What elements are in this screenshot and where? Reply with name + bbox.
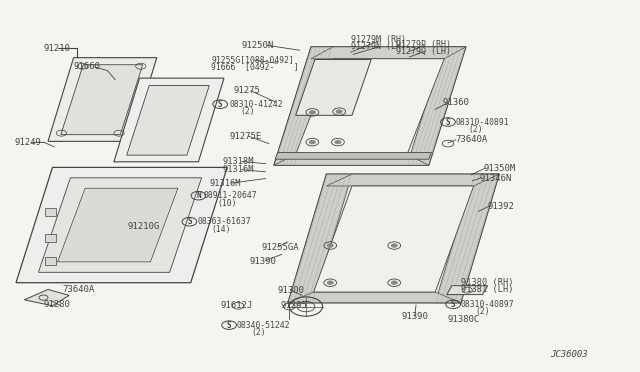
Polygon shape bbox=[288, 292, 461, 303]
Text: (2): (2) bbox=[468, 125, 483, 134]
Polygon shape bbox=[274, 47, 333, 165]
Polygon shape bbox=[48, 58, 157, 141]
Polygon shape bbox=[45, 257, 56, 265]
Polygon shape bbox=[274, 154, 429, 165]
Text: 91279Q (LH): 91279Q (LH) bbox=[396, 46, 451, 55]
Circle shape bbox=[327, 281, 333, 285]
Text: (2): (2) bbox=[475, 307, 490, 316]
Text: (14): (14) bbox=[211, 225, 230, 234]
Polygon shape bbox=[275, 153, 431, 159]
Text: S: S bbox=[451, 300, 456, 309]
Text: S: S bbox=[445, 118, 451, 126]
Text: 91666  [0492-    ]: 91666 [0492- ] bbox=[211, 62, 299, 71]
Text: 91300: 91300 bbox=[278, 286, 305, 295]
Text: 73640A: 73640A bbox=[63, 285, 95, 294]
Text: 91279P (RH): 91279P (RH) bbox=[396, 40, 451, 49]
Text: 91350M: 91350M bbox=[484, 164, 516, 173]
Text: 91275E: 91275E bbox=[229, 132, 261, 141]
Text: 08340-51242: 08340-51242 bbox=[237, 321, 291, 330]
Polygon shape bbox=[24, 289, 69, 306]
Text: (2): (2) bbox=[241, 107, 255, 116]
Text: 91275: 91275 bbox=[234, 86, 260, 95]
Text: 91390: 91390 bbox=[402, 312, 429, 321]
Text: 08310-40897: 08310-40897 bbox=[461, 300, 515, 309]
Circle shape bbox=[336, 110, 342, 113]
Circle shape bbox=[327, 244, 333, 247]
Polygon shape bbox=[314, 186, 474, 292]
Text: 91660: 91660 bbox=[74, 62, 100, 71]
Text: 91279N (LH): 91279N (LH) bbox=[351, 42, 406, 51]
Text: 91210: 91210 bbox=[44, 44, 70, 53]
Text: (2): (2) bbox=[251, 328, 266, 337]
Polygon shape bbox=[288, 174, 352, 303]
Text: N: N bbox=[196, 191, 201, 200]
Polygon shape bbox=[61, 65, 143, 135]
Polygon shape bbox=[407, 47, 466, 165]
Polygon shape bbox=[311, 47, 466, 59]
Polygon shape bbox=[114, 78, 224, 162]
Text: (10): (10) bbox=[218, 199, 237, 208]
Text: 91295: 91295 bbox=[280, 301, 307, 310]
Text: 91280: 91280 bbox=[44, 300, 70, 309]
Polygon shape bbox=[45, 234, 56, 242]
Circle shape bbox=[309, 140, 316, 144]
Text: 91255GA: 91255GA bbox=[261, 243, 299, 251]
Circle shape bbox=[391, 281, 397, 285]
Text: 91390: 91390 bbox=[250, 257, 276, 266]
Text: 91380 (RH): 91380 (RH) bbox=[461, 278, 513, 287]
Circle shape bbox=[309, 110, 316, 114]
Text: 91279M (RH): 91279M (RH) bbox=[351, 35, 406, 44]
Text: 91255G[1088-0492]: 91255G[1088-0492] bbox=[211, 55, 294, 64]
Text: 08911-20647: 08911-20647 bbox=[204, 191, 257, 200]
Polygon shape bbox=[296, 60, 371, 115]
Polygon shape bbox=[296, 59, 444, 154]
Text: S: S bbox=[227, 321, 232, 330]
Text: 08310-40891: 08310-40891 bbox=[456, 118, 509, 126]
Text: 91380C: 91380C bbox=[448, 315, 480, 324]
Text: JC36003: JC36003 bbox=[550, 350, 588, 359]
Text: S: S bbox=[218, 100, 223, 109]
Polygon shape bbox=[127, 86, 209, 155]
Circle shape bbox=[391, 244, 397, 247]
Text: 91318M: 91318M bbox=[223, 157, 254, 166]
Text: 91316M: 91316M bbox=[223, 165, 254, 174]
Polygon shape bbox=[58, 188, 178, 262]
Text: 08363-61637: 08363-61637 bbox=[197, 217, 251, 226]
Polygon shape bbox=[447, 286, 488, 295]
Text: 91250N: 91250N bbox=[242, 41, 274, 50]
Polygon shape bbox=[16, 167, 227, 283]
Polygon shape bbox=[326, 174, 499, 186]
Text: 91381 (LH): 91381 (LH) bbox=[461, 285, 513, 294]
Text: 91612J: 91612J bbox=[220, 301, 252, 310]
Text: 73640A: 73640A bbox=[456, 135, 488, 144]
Text: 91249: 91249 bbox=[14, 138, 41, 147]
Text: 08310-41242: 08310-41242 bbox=[229, 100, 283, 109]
Text: 91392: 91392 bbox=[488, 202, 515, 211]
Polygon shape bbox=[274, 47, 466, 165]
Circle shape bbox=[335, 140, 341, 144]
Polygon shape bbox=[38, 178, 202, 272]
Text: 91346N: 91346N bbox=[480, 174, 512, 183]
Text: 91316M: 91316M bbox=[210, 179, 241, 188]
Text: 91210G: 91210G bbox=[128, 222, 160, 231]
Text: S: S bbox=[187, 217, 192, 226]
Text: 91360: 91360 bbox=[443, 98, 470, 107]
Polygon shape bbox=[288, 174, 499, 303]
Polygon shape bbox=[45, 208, 56, 216]
Polygon shape bbox=[435, 174, 499, 303]
